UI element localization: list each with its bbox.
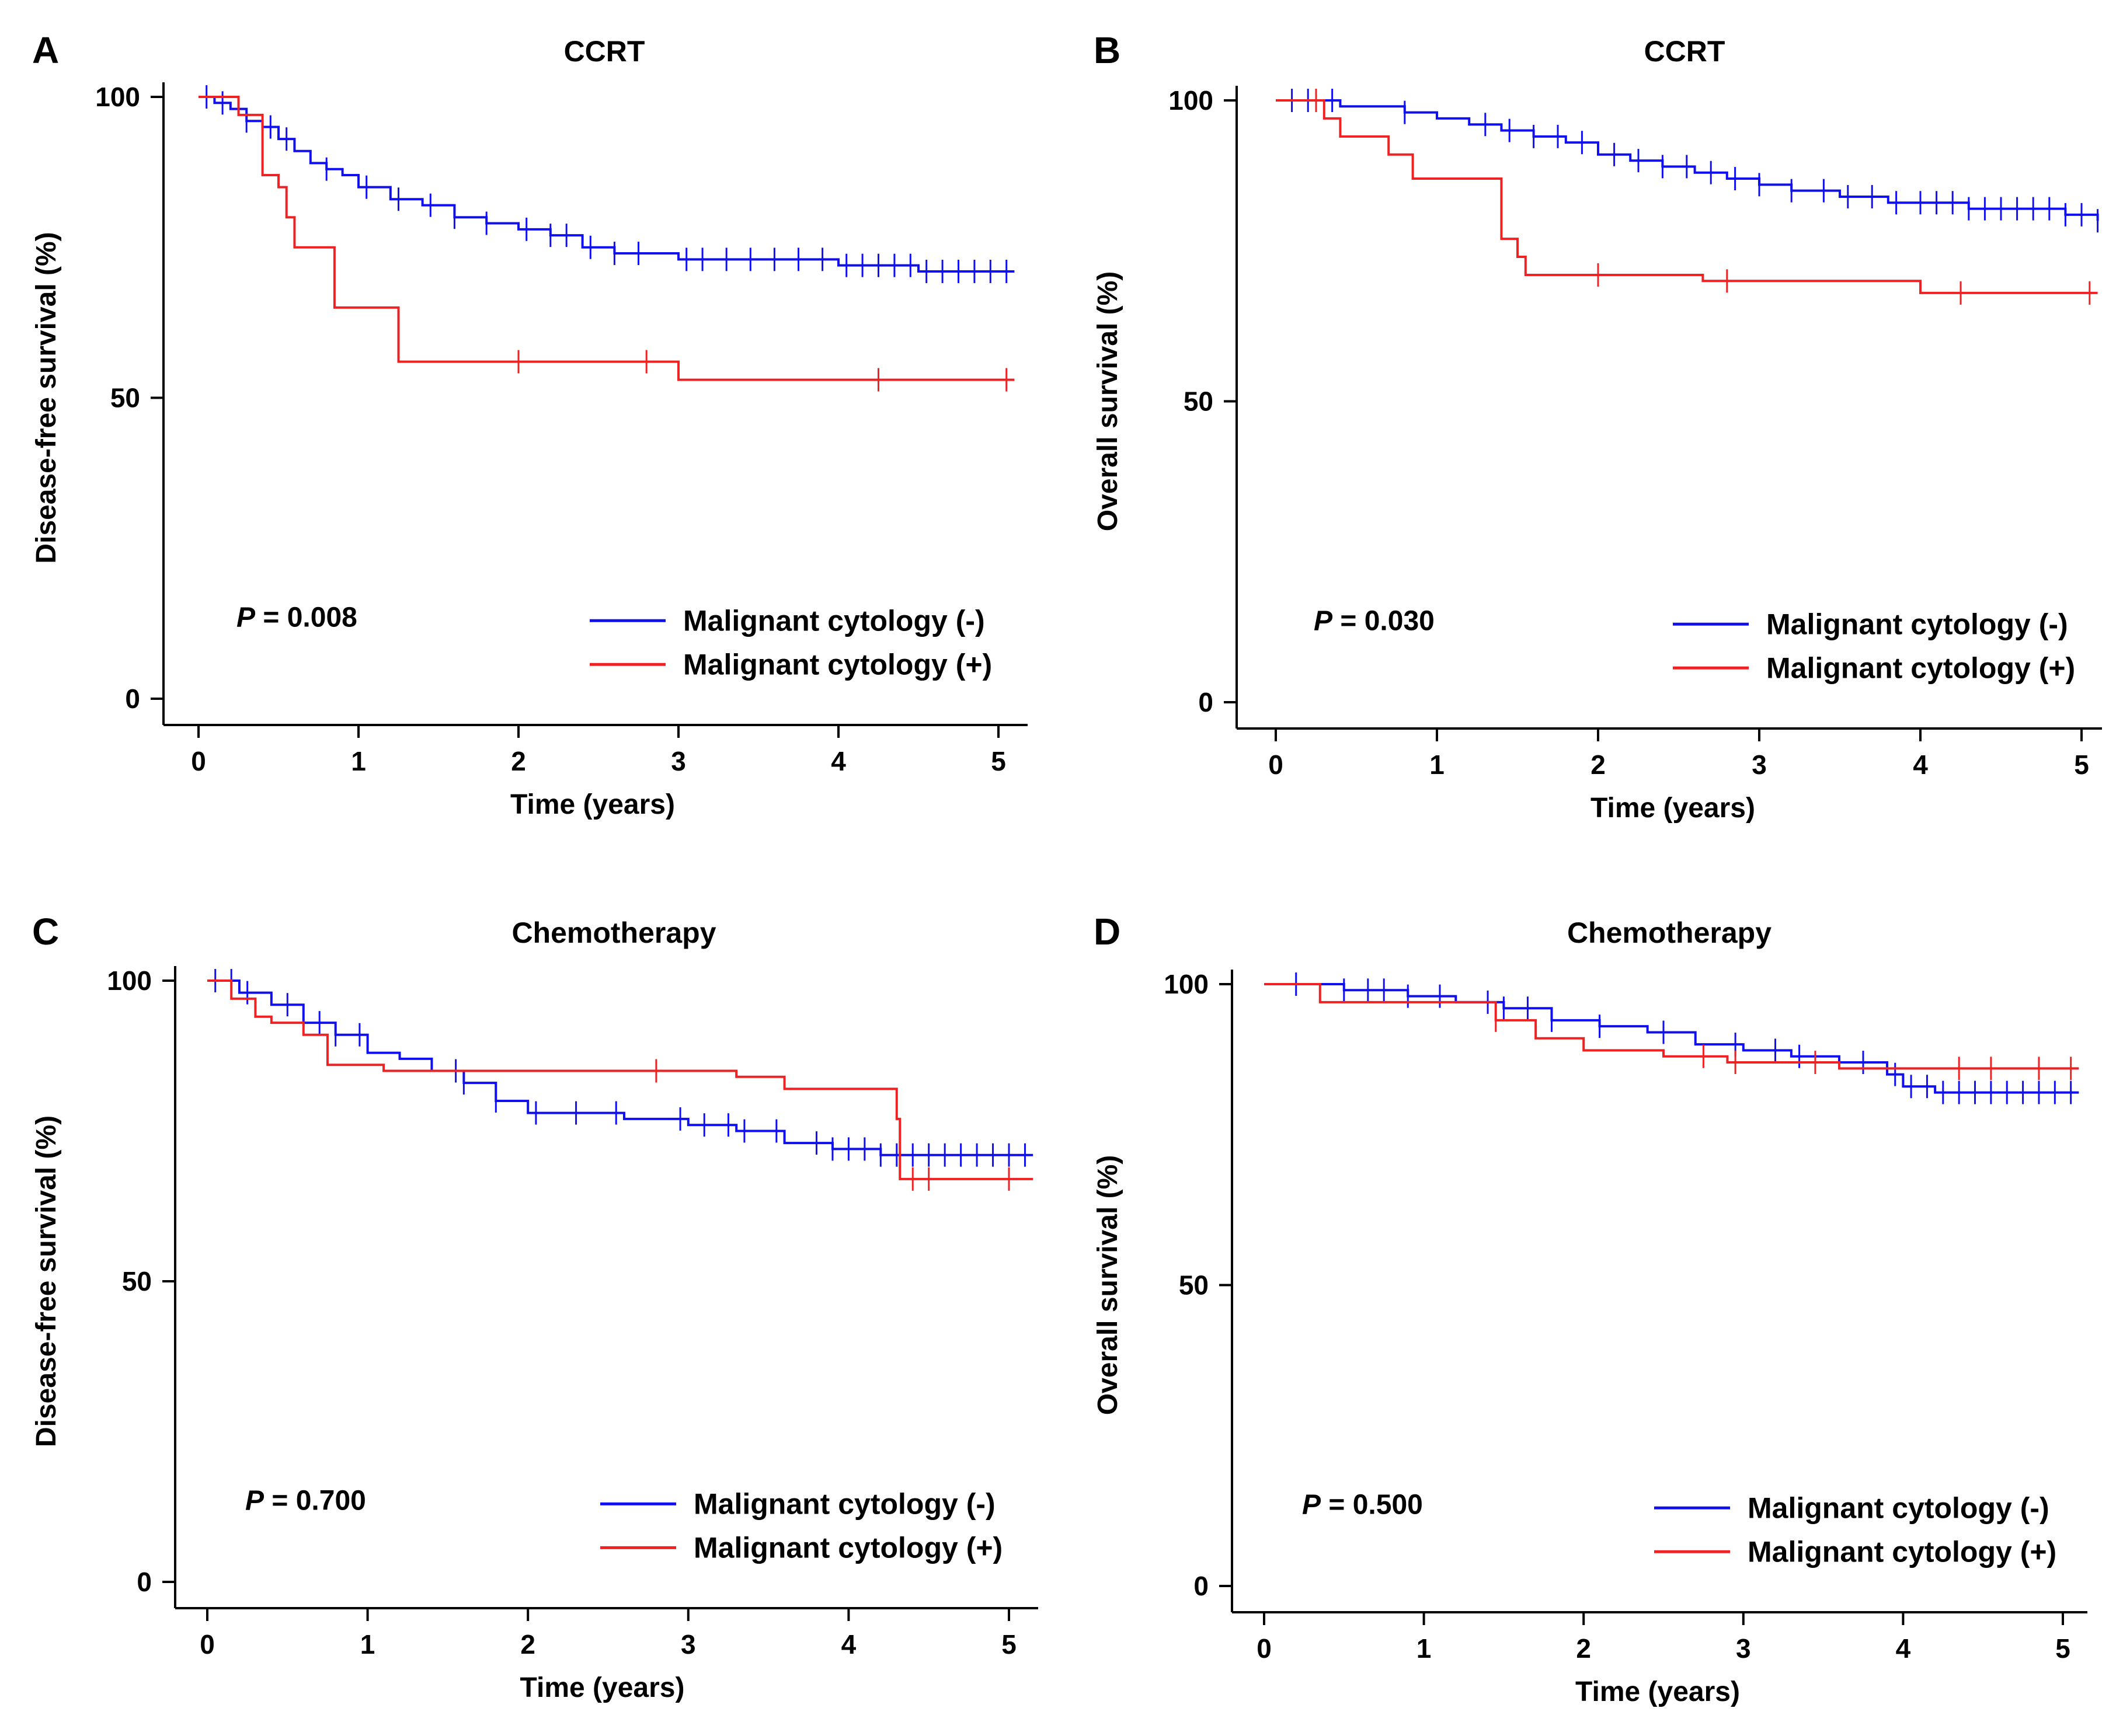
p-symbol: P [236,602,256,633]
legend-label-positive: Malignant cytology (+) [1766,651,2075,684]
y-tick-label: 0 [1198,687,1213,717]
x-tick-label: 3 [1752,750,1767,780]
x-tick-label: 4 [831,746,846,776]
y-axis-label: Disease-free survival (%) [31,1115,62,1447]
x-tick-label: 3 [671,746,686,776]
y-axis-label: Overall survival (%) [1092,1155,1123,1416]
p-value: = 0.700 [264,1485,366,1516]
panel-letter: D [1094,911,1120,953]
y-axis-label: Disease-free survival (%) [31,232,62,563]
legend-label-negative: Malignant cytology (-) [1766,608,2068,640]
p-symbol: P [1314,605,1333,636]
chart-panel-d: D Chemotherapy 0 50 100 0 1 2 3 4 5 Time (years) Ove… [1092,911,2087,1707]
chart-panel-a: A CCRT 0 50 100 0 1 2 3 4 5 Time (years) Disease-fre… [31,29,1028,820]
chart-panel-b: B CCRT 0 50 100 0 1 2 3 4 5 Time (years) Overall sur… [1092,29,2102,824]
p-value-label: P = 0.500 [1302,1489,1423,1520]
y-tick-label: 0 [1193,1571,1209,1601]
x-tick-label: 5 [991,746,1006,776]
y-tick-label: 50 [1179,1270,1209,1301]
p-value: = 0.008 [255,602,357,633]
y-tick-label: 50 [1184,386,1213,417]
p-value-label: P = 0.700 [245,1485,366,1516]
x-tick-label: 4 [841,1629,857,1660]
legend-label-negative: Malignant cytology (-) [694,1487,996,1520]
panel-title: Chemotherapy [511,916,716,949]
y-tick-label: 100 [1168,85,1213,116]
legend-label-positive: Malignant cytology (+) [683,648,992,681]
x-tick-label: 2 [1590,750,1606,780]
legend-label-negative: Malignant cytology (-) [683,604,985,637]
y-tick-label: 100 [95,82,140,112]
x-axis-label: Time (years) [510,789,675,820]
x-tick-label: 1 [360,1629,375,1660]
chart-panel-c: C Chemotherapy 0 50 100 0 1 2 3 4 5 Time (years) Dis… [31,911,1038,1703]
y-tick-label: 100 [107,965,152,996]
panel-title: Chemotherapy [1567,916,1772,949]
y-tick-label: 50 [110,383,140,413]
legend-label-positive: Malignant cytology (+) [694,1531,1003,1564]
y-tick-label: 50 [122,1266,152,1296]
series-line-negative [207,979,1033,1156]
y-tick-label: 0 [125,684,140,714]
panel-letter: A [32,29,59,71]
x-axis-label: Time (years) [1590,793,1755,824]
panel-title: CCRT [1644,35,1725,68]
x-tick-label: 4 [1896,1633,1911,1664]
series-line-positive [1264,983,2079,1070]
legend-label-negative: Malignant cytology (-) [1748,1491,2049,1524]
p-value-label: P = 0.008 [236,602,357,633]
p-symbol: P [245,1485,264,1516]
x-tick-label: 4 [1913,750,1928,780]
x-tick-label: 3 [681,1629,696,1660]
x-tick-label: 2 [511,746,526,776]
legend-label-positive: Malignant cytology (+) [1748,1535,2056,1568]
p-value: = 0.030 [1332,605,1435,636]
panel-letter: B [1094,29,1120,71]
x-axis-label: Time (years) [1575,1676,1740,1707]
x-tick-label: 5 [2074,750,2089,780]
x-tick-label: 5 [2055,1633,2070,1664]
series-line-positive [199,96,1015,381]
p-value: = 0.500 [1321,1489,1423,1520]
x-tick-label: 0 [1257,1633,1272,1664]
panel-letter: C [32,911,59,953]
series-line-negative [1264,983,2079,1094]
x-tick-label: 2 [520,1629,535,1660]
x-tick-label: 2 [1576,1633,1591,1664]
x-tick-label: 0 [191,746,206,776]
x-tick-label: 1 [1429,750,1445,780]
panel-title: CCRT [564,35,645,68]
x-tick-label: 1 [1417,1633,1432,1664]
series-line-positive [1276,99,2098,294]
x-tick-label: 5 [1001,1629,1017,1660]
p-symbol: P [1302,1489,1321,1520]
y-tick-label: 0 [137,1567,152,1597]
p-value-label: P = 0.030 [1314,605,1435,636]
x-axis-label: Time (years) [520,1672,685,1703]
series-line-positive [207,979,1033,1180]
x-tick-label: 1 [351,746,366,776]
series-line-negative [199,96,1015,273]
x-tick-label: 0 [1268,750,1283,780]
y-tick-label: 100 [1164,969,1209,999]
x-tick-label: 0 [200,1629,215,1660]
y-axis-label: Overall survival (%) [1092,271,1123,532]
x-tick-label: 3 [1736,1633,1751,1664]
